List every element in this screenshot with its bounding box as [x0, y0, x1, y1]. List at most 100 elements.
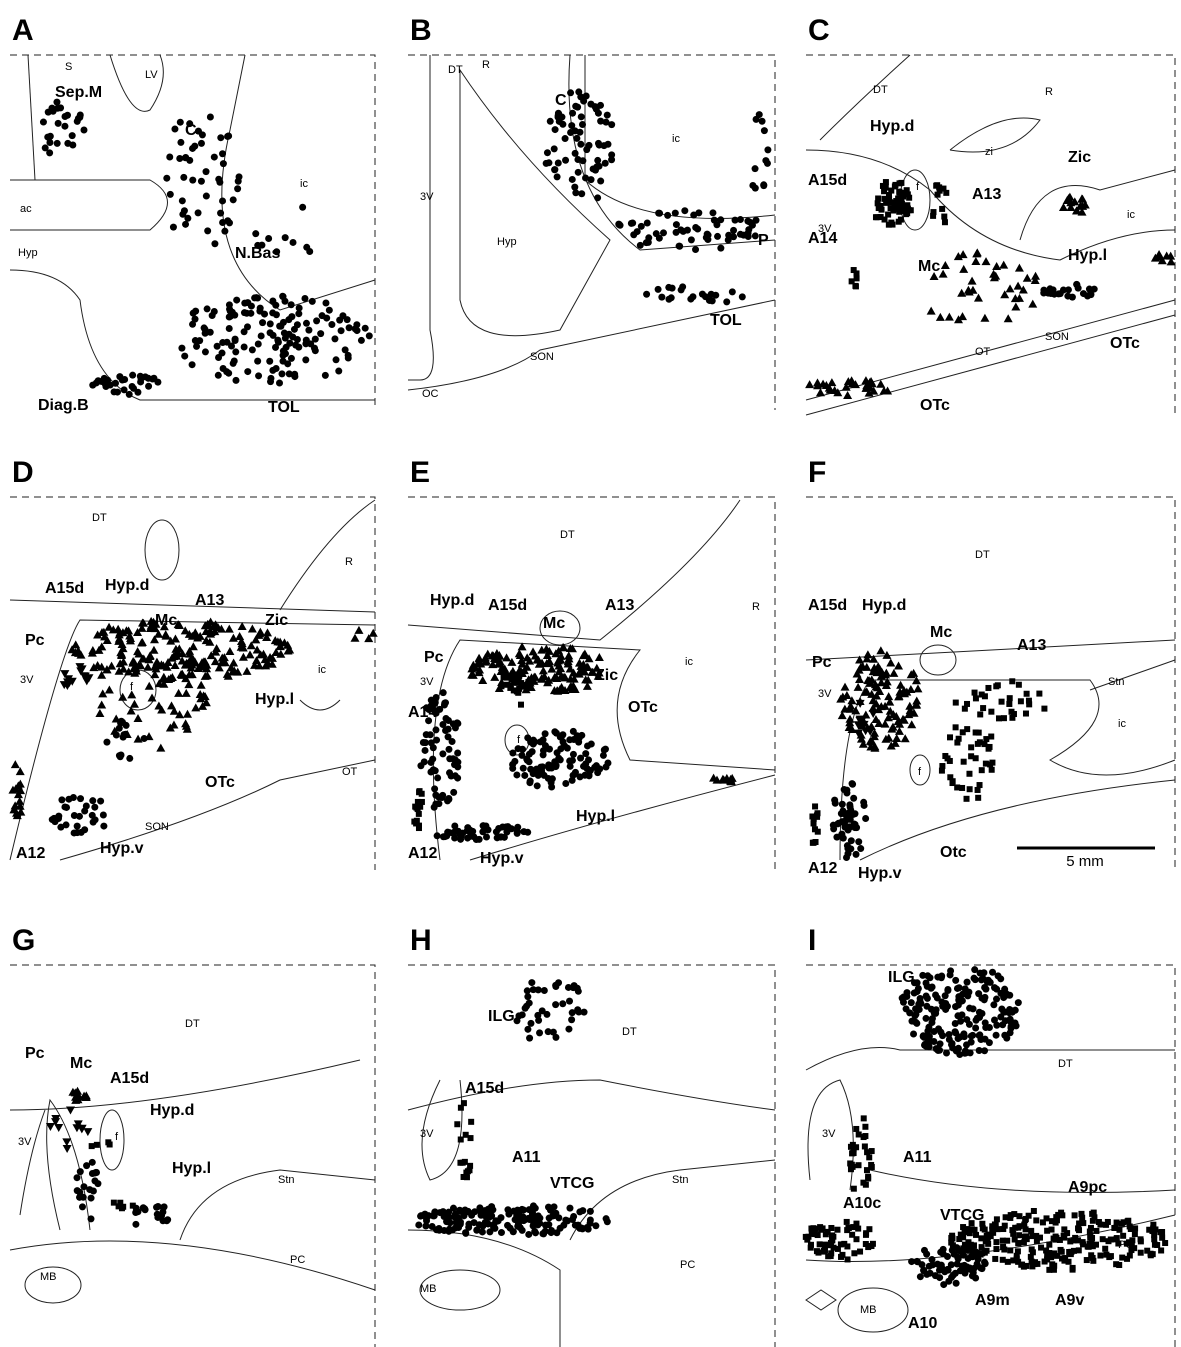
dot-marker	[291, 371, 298, 378]
region-label: OC	[422, 388, 439, 400]
dot-marker	[952, 1003, 959, 1010]
dot-marker	[283, 344, 290, 351]
dot-marker	[90, 1187, 97, 1194]
dot-marker	[575, 988, 582, 995]
dot-marker	[312, 347, 319, 354]
square-marker	[980, 705, 986, 711]
region-label: DT	[622, 1026, 637, 1038]
dot-marker	[1015, 999, 1022, 1006]
triangle-marker	[1059, 203, 1068, 211]
square-marker	[845, 1256, 851, 1262]
dot-marker	[673, 229, 680, 236]
region-outline	[806, 315, 1175, 415]
region-outline	[145, 520, 179, 580]
dot-marker	[432, 726, 439, 733]
dot-marker	[532, 1214, 539, 1221]
square-marker	[1053, 1214, 1059, 1220]
nucleus-label: A15d	[808, 597, 847, 614]
dot-marker	[511, 758, 518, 765]
square-marker	[1029, 1263, 1035, 1269]
square-marker	[985, 685, 991, 691]
square-marker	[1100, 1236, 1106, 1242]
dot-marker	[269, 367, 276, 374]
dot-marker	[231, 357, 238, 364]
dot-marker	[962, 985, 969, 992]
inverted-triangle-marker	[66, 1107, 75, 1115]
dot-marker	[74, 1174, 81, 1181]
dot-marker	[656, 235, 663, 242]
triangle-marker	[971, 257, 980, 265]
nucleus-label: Diag.B	[38, 397, 89, 414]
square-marker	[972, 690, 978, 696]
square-marker	[943, 190, 949, 196]
dot-marker	[567, 129, 574, 136]
triangle-marker	[97, 701, 106, 709]
dot-marker	[247, 310, 254, 317]
region-outline	[460, 70, 610, 336]
dot-marker	[524, 757, 531, 764]
dot-marker	[366, 332, 373, 339]
dot-marker	[167, 191, 174, 198]
dot-marker	[981, 996, 988, 1003]
dot-marker	[552, 126, 559, 133]
square-marker	[516, 678, 522, 684]
region-label: PC	[680, 1259, 695, 1271]
region-label: Stn	[1108, 676, 1125, 688]
region-outline	[408, 500, 740, 640]
dot-marker	[964, 979, 971, 986]
dot-marker	[699, 291, 706, 298]
dot-marker	[980, 976, 987, 983]
dot-marker	[292, 342, 299, 349]
square-marker	[515, 690, 521, 696]
panel-letter: G	[12, 924, 35, 957]
square-marker	[1016, 1213, 1022, 1219]
dot-marker	[547, 1207, 554, 1214]
dot-marker	[536, 1029, 543, 1036]
square-marker	[1090, 1218, 1096, 1224]
dot-marker	[537, 764, 544, 771]
dot-marker	[935, 1025, 942, 1032]
square-marker	[1058, 1247, 1064, 1253]
dot-marker	[331, 335, 338, 342]
square-marker	[888, 188, 894, 194]
dot-marker	[981, 1259, 988, 1266]
dot-marker	[592, 1222, 599, 1229]
nucleus-label: Hyp.d	[150, 1102, 194, 1119]
dot-marker	[252, 230, 259, 237]
region-label: R	[1045, 86, 1053, 98]
square-marker	[1029, 1233, 1035, 1239]
dot-marker	[452, 772, 459, 779]
triangle-marker	[927, 307, 936, 315]
square-marker	[953, 700, 959, 706]
triangle-marker	[827, 378, 836, 386]
triangle-marker	[515, 649, 524, 657]
dot-marker	[221, 228, 228, 235]
region-label: DT	[873, 84, 888, 96]
square-marker	[1159, 1229, 1165, 1235]
dot-marker	[319, 312, 326, 319]
dot-marker	[1060, 287, 1067, 294]
square-marker	[953, 724, 959, 730]
dot-marker	[972, 1024, 979, 1031]
dot-marker	[446, 1226, 453, 1233]
triangle-marker	[1014, 282, 1023, 290]
dot-marker	[562, 135, 569, 142]
square-marker	[973, 695, 979, 701]
square-marker	[999, 699, 1005, 705]
dot-marker	[1003, 990, 1010, 997]
nucleus-label: Zic	[265, 612, 288, 629]
region-outline	[1020, 170, 1175, 240]
nucleus-label: Hyp.d	[430, 592, 474, 609]
dot-marker	[665, 284, 672, 291]
region-label: ic	[318, 664, 326, 676]
square-marker	[821, 1248, 827, 1254]
square-marker	[896, 219, 902, 225]
dot-marker	[616, 221, 623, 228]
region-outline	[806, 1290, 836, 1310]
region-label: DT	[1058, 1058, 1073, 1070]
square-marker	[966, 771, 972, 777]
nucleus-label: VTCG	[940, 1207, 984, 1224]
panel-frame	[806, 55, 1175, 415]
dot-marker	[980, 969, 987, 976]
square-marker	[1003, 1214, 1009, 1220]
